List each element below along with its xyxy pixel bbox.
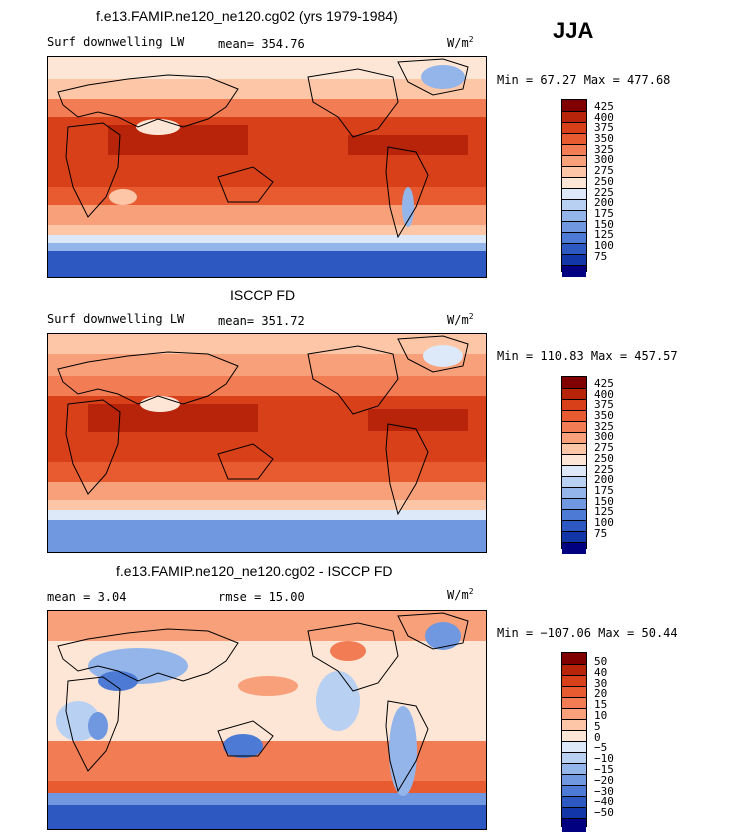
panel3-colorbar: [561, 652, 587, 832]
panel2-tick: 125: [594, 505, 614, 519]
panel2-map: [47, 333, 487, 553]
panel2-tick: 350: [594, 409, 614, 423]
panel3-tick: 20: [594, 687, 608, 701]
panel2-mean: mean= 351.72: [218, 314, 305, 328]
panel2-tick: 250: [594, 451, 614, 465]
panel3-tick: 5: [594, 719, 601, 733]
panel1-title: f.e13.FAMIP.ne120_ne120.cg02 (yrs 1979-1…: [96, 8, 398, 24]
panel1-tick: 350: [594, 132, 614, 146]
panel1-map: [47, 56, 487, 278]
panel3-tick: 10: [594, 708, 608, 722]
panel3-tick: 30: [594, 676, 608, 690]
season-label: JJA: [553, 18, 594, 43]
panel3-tick: −40: [594, 795, 614, 809]
panel2-colorbar-ticks: 425 400 375 350 325 300 275 250 225 200 …: [594, 377, 614, 540]
panel1-minmax: Min = 67.27 Max = 477.68: [497, 73, 671, 87]
panel2-tick: 325: [594, 419, 614, 433]
panel1-tick: 200: [594, 196, 614, 210]
panel1-units: W/m2: [447, 35, 474, 50]
panel1-tick: 300: [594, 153, 614, 167]
panel3-tick: −20: [594, 773, 614, 787]
panel2-tick: 425: [594, 377, 614, 390]
panel1-tick: 375: [594, 121, 614, 135]
panel1-tick: 225: [594, 185, 614, 199]
panel2-tick: 400: [594, 387, 614, 401]
panel1-tick: 325: [594, 142, 614, 156]
panel1-tick: 75: [594, 249, 608, 263]
panel3-tick: 0: [594, 730, 601, 744]
panel3-colorbar-ticks: 50 40 30 20 15 10 5 0 −5 −10 −15 −20 −30…: [594, 655, 614, 820]
panel2-tick: 175: [594, 483, 614, 497]
panel2-minmax: Min = 110.83 Max = 457.57: [497, 349, 678, 363]
panel2-units: W/m2: [447, 312, 474, 327]
panel3-map: [47, 610, 487, 830]
panel3-tick: −10: [594, 752, 614, 766]
panel2-title: ISCCP FD: [230, 287, 296, 303]
panel3-units: W/m2: [447, 587, 474, 602]
panel1-tick: 275: [594, 164, 614, 178]
panel3-title: f.e13.FAMIP.ne120_ne120.cg02 - ISCCP FD: [116, 563, 393, 579]
panel3-minmax: Min = −107.06 Max = 50.44: [497, 626, 678, 640]
panel2-tick: 150: [594, 494, 614, 508]
panel1-tick: 425: [594, 100, 614, 113]
panel2-tick: 75: [594, 526, 608, 540]
panel1-map-field: [48, 57, 486, 277]
panel3-tick: −15: [594, 762, 614, 776]
panel1-variable-label: Surf downwelling LW: [47, 35, 185, 49]
panel1-tick: 250: [594, 174, 614, 188]
panel1-tick: 100: [594, 238, 614, 252]
panel3-tick: −50: [594, 806, 614, 820]
panel3-tick: −30: [594, 784, 614, 798]
panel3-tick: −5: [594, 741, 608, 755]
panel2-tick: 375: [594, 398, 614, 412]
panel3-mean: mean = 3.04: [47, 590, 127, 604]
panel3-tick: 15: [594, 698, 608, 712]
panel3-tick: 40: [594, 665, 608, 679]
panel1-tick: 125: [594, 228, 614, 242]
panel2-tick: 275: [594, 441, 614, 455]
panel1-mean: mean= 354.76: [218, 37, 305, 51]
panel2-map-field: [48, 334, 486, 552]
panel2-tick: 225: [594, 462, 614, 476]
panel2-tick: 200: [594, 473, 614, 487]
panel3-map-field: [48, 611, 486, 829]
panel2-tick: 100: [594, 515, 614, 529]
panel2-colorbar: [561, 376, 587, 554]
panel1-tick: 150: [594, 217, 614, 231]
panel2-variable-label: Surf downwelling LW: [47, 312, 185, 326]
panel2-tick: 300: [594, 430, 614, 444]
panel3-tick: 50: [594, 655, 608, 668]
panel1-colorbar: [561, 99, 587, 277]
panel1-tick: 175: [594, 206, 614, 220]
panel3-rmse: rmse = 15.00: [218, 590, 305, 604]
panel1-tick: 400: [594, 110, 614, 124]
panel1-colorbar-ticks: 425 400 375 350 325 300 275 250 225 200 …: [594, 100, 614, 263]
